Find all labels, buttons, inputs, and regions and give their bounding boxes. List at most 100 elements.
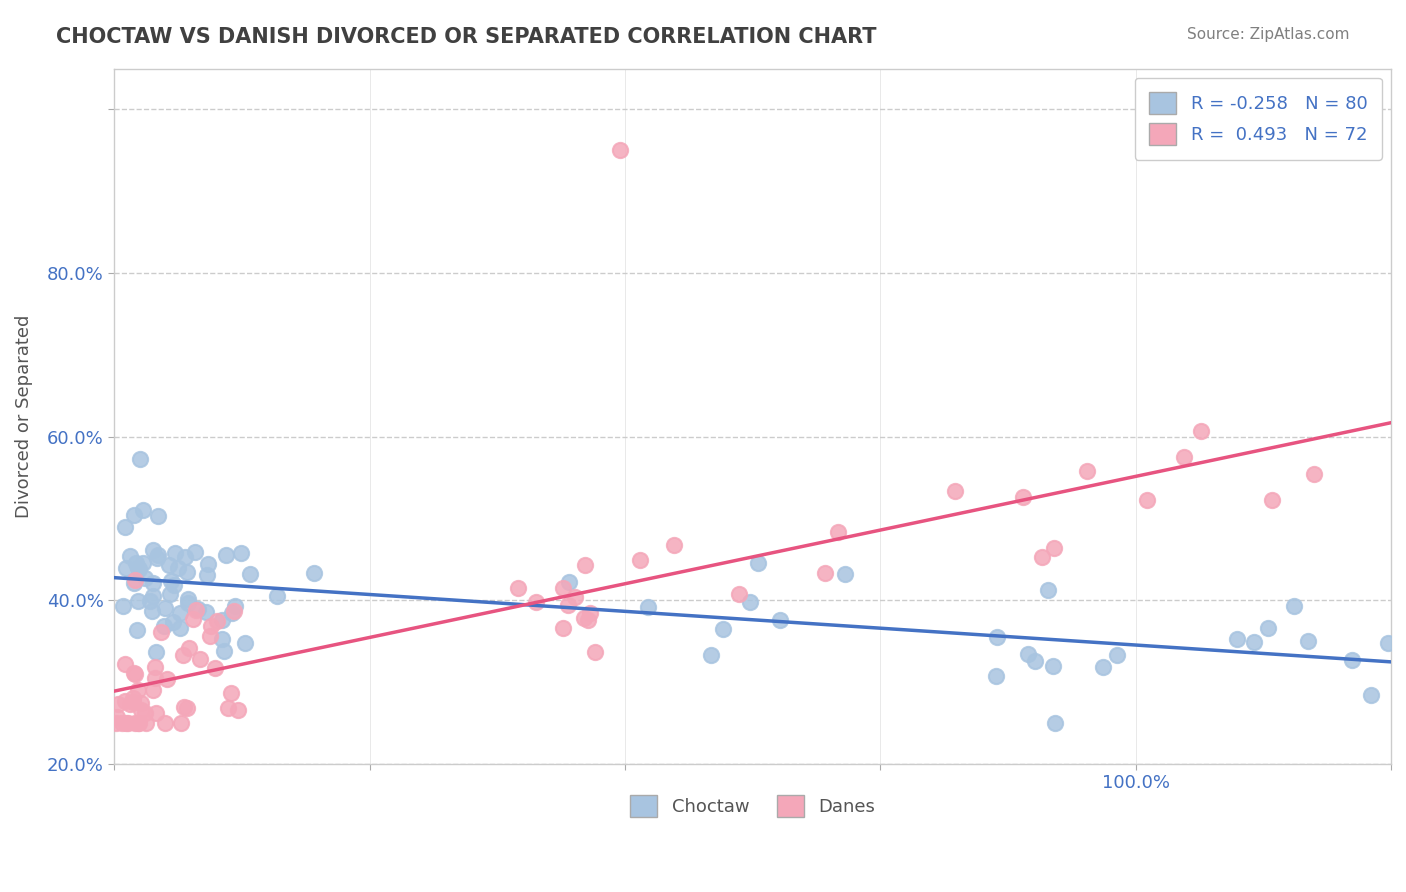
Danes xyxy=(142,682,165,697)
Danes xyxy=(143,671,166,685)
Choctaw xyxy=(700,648,723,663)
Choctaw xyxy=(128,561,150,575)
Danes xyxy=(1031,549,1053,564)
Choctaw xyxy=(740,595,762,609)
Danes xyxy=(134,706,156,721)
Legend: Choctaw, Danes: Choctaw, Danes xyxy=(623,788,882,824)
Danes xyxy=(827,525,849,540)
Danes xyxy=(574,558,596,573)
Choctaw xyxy=(834,567,856,582)
Choctaw xyxy=(142,576,165,591)
Danes xyxy=(181,611,204,625)
Choctaw xyxy=(1257,621,1279,635)
Danes xyxy=(111,715,134,730)
Danes xyxy=(105,710,128,724)
Choctaw xyxy=(1024,654,1046,668)
Choctaw xyxy=(139,594,162,608)
Choctaw xyxy=(142,589,165,603)
Choctaw xyxy=(1282,599,1305,614)
Choctaw xyxy=(132,502,155,516)
Choctaw xyxy=(132,556,155,570)
Danes xyxy=(1012,490,1035,504)
Choctaw xyxy=(125,623,148,637)
Choctaw xyxy=(1017,647,1039,661)
Danes xyxy=(122,695,145,709)
Danes xyxy=(217,701,239,715)
Choctaw xyxy=(1038,583,1060,598)
Choctaw xyxy=(769,613,792,627)
Choctaw xyxy=(146,548,169,562)
Danes xyxy=(129,696,152,710)
Danes xyxy=(172,648,194,662)
Danes xyxy=(1303,467,1326,481)
Choctaw xyxy=(128,452,150,467)
Choctaw xyxy=(211,613,233,627)
Choctaw xyxy=(195,568,218,582)
Danes xyxy=(170,715,193,730)
Danes xyxy=(184,603,207,617)
Choctaw xyxy=(163,578,186,592)
Danes xyxy=(156,672,179,686)
Choctaw xyxy=(1226,632,1249,647)
Danes xyxy=(122,691,145,706)
Danes xyxy=(107,698,129,712)
Choctaw xyxy=(134,571,156,585)
Text: CHOCTAW VS DANISH DIVORCED OR SEPARATED CORRELATION CHART: CHOCTAW VS DANISH DIVORCED OR SEPARATED … xyxy=(56,27,877,46)
Danes xyxy=(1043,541,1066,555)
Danes xyxy=(127,683,149,698)
Danes xyxy=(813,566,835,580)
Choctaw xyxy=(162,615,184,629)
Choctaw xyxy=(127,594,149,608)
Choctaw xyxy=(637,599,659,614)
Danes xyxy=(124,574,146,588)
Choctaw xyxy=(1042,658,1064,673)
Choctaw xyxy=(184,545,207,559)
Choctaw xyxy=(984,669,1007,683)
Danes xyxy=(176,700,198,714)
Danes xyxy=(104,715,127,730)
Choctaw xyxy=(114,560,136,574)
Choctaw xyxy=(120,549,142,564)
Choctaw xyxy=(1091,659,1114,673)
Choctaw xyxy=(167,561,190,575)
Danes xyxy=(177,640,200,655)
Choctaw xyxy=(212,643,235,657)
Danes xyxy=(188,651,211,665)
Danes xyxy=(122,665,145,680)
Choctaw xyxy=(266,589,288,603)
Danes xyxy=(145,706,167,720)
Danes xyxy=(200,619,222,633)
Choctaw xyxy=(302,566,325,581)
Danes xyxy=(115,715,138,730)
Choctaw xyxy=(125,556,148,570)
Choctaw xyxy=(146,508,169,523)
Danes xyxy=(153,715,176,730)
Choctaw xyxy=(1043,715,1066,730)
Danes xyxy=(204,661,226,675)
Choctaw xyxy=(159,574,181,588)
Choctaw xyxy=(229,546,252,560)
Choctaw xyxy=(165,546,187,560)
Choctaw xyxy=(747,557,769,571)
Danes xyxy=(943,484,966,499)
Choctaw xyxy=(146,551,169,566)
Choctaw xyxy=(211,632,233,647)
Danes xyxy=(551,621,574,635)
Danes xyxy=(228,703,250,717)
Danes xyxy=(1189,424,1212,438)
Danes xyxy=(219,686,242,700)
Danes xyxy=(117,715,139,730)
Choctaw xyxy=(177,596,200,610)
Choctaw xyxy=(986,631,1008,645)
Choctaw xyxy=(176,565,198,579)
Choctaw xyxy=(112,599,135,613)
Choctaw xyxy=(157,558,180,573)
Danes xyxy=(551,581,574,595)
Choctaw xyxy=(142,543,165,558)
Choctaw xyxy=(1340,653,1362,667)
Danes xyxy=(1136,493,1159,508)
Danes xyxy=(118,697,141,711)
Choctaw xyxy=(195,606,218,620)
Danes xyxy=(128,715,150,730)
Danes xyxy=(149,624,172,639)
